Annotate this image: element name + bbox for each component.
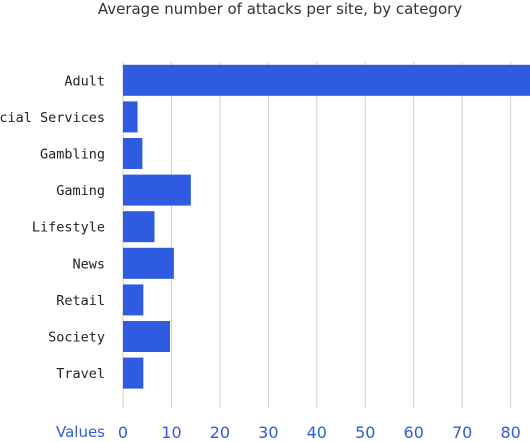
category-label-retail: Retail <box>56 293 105 309</box>
category-label-news: News <box>72 256 105 272</box>
bar-financial-services <box>123 101 138 133</box>
category-label-society: Society <box>48 330 105 346</box>
bar-gambling <box>123 138 143 169</box>
bar-travel <box>123 357 144 389</box>
x-tick-label-50: 50 <box>355 423 375 442</box>
bar-retail <box>123 284 144 316</box>
category-label-financial-services: Financial Services <box>0 110 105 126</box>
bar-society <box>123 321 170 352</box>
x-tick-label-40: 40 <box>307 423 327 442</box>
x-tick-label-60: 60 <box>404 423 424 442</box>
x-tick-label-0: 0 <box>118 423 128 442</box>
category-label-gaming: Gaming <box>56 183 105 199</box>
x-tick-labels: 0 10 20 30 40 50 60 70 80 <box>118 423 521 442</box>
x-tick-label-30: 30 <box>258 423 278 442</box>
category-labels: Adult Financial Services Gambling Gaming Lif… <box>0 73 105 382</box>
gridlines <box>122 62 512 408</box>
category-label-adult: Adult <box>64 73 105 89</box>
bar-adult <box>123 64 530 96</box>
category-label-travel: Travel <box>56 366 105 382</box>
bars <box>123 64 530 389</box>
bar-news <box>123 247 174 279</box>
category-label-gambling: Gambling <box>40 147 105 163</box>
bar-lifestyle <box>123 211 155 243</box>
x-axis-label: Values <box>56 423 105 441</box>
chart-title: Average number of attacks per site, by c… <box>97 0 463 18</box>
x-tick-label-20: 20 <box>210 423 230 442</box>
x-tick-label-10: 10 <box>161 423 181 442</box>
x-tick-label-70: 70 <box>452 423 472 442</box>
category-label-lifestyle: Lifestyle <box>32 220 105 236</box>
bar-gaming <box>123 174 191 206</box>
x-tick-label-80: 80 <box>500 423 520 442</box>
